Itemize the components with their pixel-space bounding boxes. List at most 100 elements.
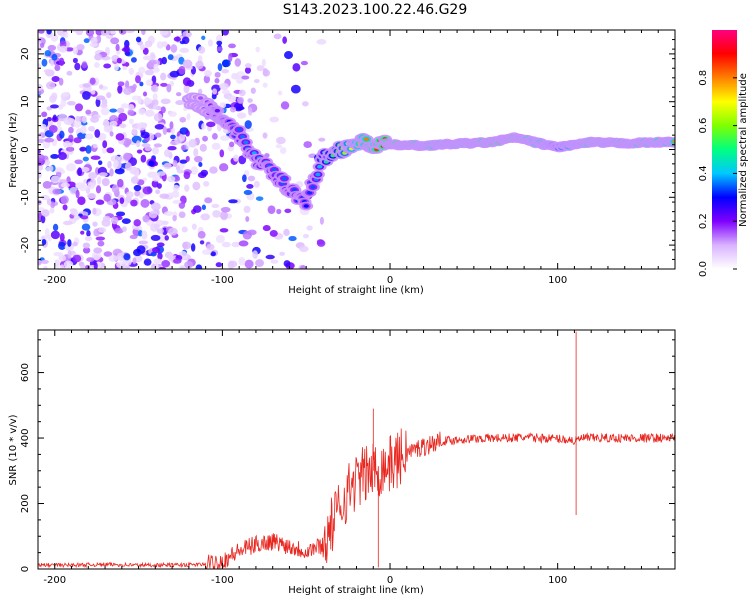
y-tick-label: 200 bbox=[20, 494, 31, 513]
spectrogram-cell bbox=[83, 38, 90, 44]
spectrogram-cell bbox=[150, 54, 156, 60]
spectrogram-cell bbox=[92, 207, 97, 215]
spectrogram-cell bbox=[209, 166, 218, 174]
spectrogram-cell bbox=[162, 220, 169, 225]
spectrogram-cell bbox=[168, 253, 173, 262]
spectrogram-cell bbox=[42, 181, 52, 189]
spectrogram-cell bbox=[159, 30, 169, 36]
spectrogram-cell bbox=[148, 160, 155, 167]
spectrogram-cell bbox=[153, 161, 159, 167]
spectrogram-cell bbox=[197, 231, 206, 239]
x-tick-label: 100 bbox=[548, 275, 567, 286]
snr-x-axis: -200 -100 0 100 bbox=[37, 330, 676, 586]
spectrogram-cell bbox=[201, 35, 206, 41]
spectrogram-cell bbox=[94, 53, 103, 61]
spectrogram-cell bbox=[214, 78, 220, 84]
spectrogram-cell bbox=[77, 196, 86, 206]
y-tick-label: 10 bbox=[20, 95, 31, 108]
spectrogram-cell bbox=[234, 58, 241, 67]
spectrogram-cell bbox=[265, 254, 275, 260]
spectrogram-cell bbox=[363, 137, 370, 142]
spectrogram-cell bbox=[228, 141, 235, 148]
spectrogram-cell bbox=[130, 57, 137, 63]
spectrogram-cell bbox=[123, 253, 131, 261]
spectrogram-cell bbox=[167, 175, 176, 183]
spectrogram-cell bbox=[153, 258, 162, 264]
spectrogram-cell bbox=[117, 178, 124, 188]
spectrogram-cell bbox=[50, 175, 61, 184]
spectrogram-cell bbox=[52, 188, 62, 195]
spectrogram-cell bbox=[253, 180, 260, 188]
spectrogram-cell bbox=[216, 46, 223, 52]
spectrogram-cell bbox=[279, 147, 287, 155]
spectrogram-cell bbox=[68, 134, 74, 143]
spectrogram-cell bbox=[181, 36, 190, 45]
spectrogram-cell bbox=[125, 80, 130, 90]
spectrogram-cell bbox=[81, 90, 91, 100]
spectrogram-cell bbox=[106, 92, 112, 99]
spectrogram-cell bbox=[86, 230, 91, 237]
spectrogram-cell bbox=[210, 251, 216, 257]
spectrogram-cell bbox=[219, 149, 225, 158]
spectrogram-cell bbox=[221, 68, 229, 74]
colorbar-ticks: 0.0 0.2 0.4 0.6 0.8 bbox=[698, 70, 737, 277]
spectrogram-cell bbox=[279, 251, 285, 256]
spectrogram-cell bbox=[211, 93, 217, 100]
spectrogram-cell bbox=[117, 85, 123, 94]
spectrogram-cell bbox=[44, 228, 50, 237]
spectrogram-cell bbox=[93, 254, 100, 261]
spectrogram-cell bbox=[192, 205, 202, 213]
spectrogram-cell bbox=[182, 59, 193, 69]
spectrogram-cell bbox=[182, 241, 192, 250]
spectrogram-cell bbox=[39, 124, 47, 129]
spectrogram-cell bbox=[73, 214, 80, 221]
spectrogram-cell bbox=[280, 101, 290, 110]
x-tick-label: -200 bbox=[43, 275, 66, 286]
spectrogram-cell bbox=[140, 198, 150, 208]
snr-series-line bbox=[38, 331, 675, 569]
spectrogram-cell bbox=[139, 81, 144, 87]
spectrogram-cell bbox=[73, 137, 82, 144]
spectrogram-cell bbox=[67, 100, 76, 106]
spectrogram-cell bbox=[96, 176, 102, 185]
spectrogram-cell bbox=[46, 198, 52, 206]
spectrogram-cell bbox=[231, 241, 240, 248]
spectrogram-cell bbox=[63, 117, 74, 126]
spectrogram-cell bbox=[253, 79, 260, 84]
spectrogram-cell bbox=[300, 60, 308, 66]
spectrogram-cell bbox=[269, 116, 280, 123]
spectrogram-cell bbox=[38, 170, 42, 179]
spectrogram-cell bbox=[44, 50, 52, 57]
spectrogram-cell bbox=[41, 194, 50, 201]
spectrogram-cell bbox=[103, 63, 112, 69]
spectrogram-cell bbox=[244, 120, 252, 129]
spectrogram-cell bbox=[52, 223, 59, 232]
spectrogram-cell bbox=[138, 108, 146, 116]
spectrogram-cell bbox=[248, 106, 253, 116]
spectrogram-cell bbox=[238, 155, 247, 165]
spectrogram-cell bbox=[98, 172, 108, 177]
spectrogram-cell bbox=[222, 89, 230, 95]
spectrogram-cell bbox=[195, 60, 204, 70]
snr-panel: -200 -100 0 100 0 200 400 600 Height of straig… bbox=[8, 329, 676, 596]
spectrogram-cell bbox=[672, 139, 675, 144]
spectrogram-cell bbox=[242, 230, 252, 240]
spectrogram-cell bbox=[185, 155, 190, 162]
spectrogram-cell bbox=[162, 126, 168, 135]
spectrogram-cell bbox=[45, 81, 56, 90]
spectrogram-cell bbox=[276, 208, 282, 215]
spectrogram-cell bbox=[227, 95, 237, 103]
spectrogram-cell bbox=[267, 205, 276, 215]
spectrogram-cell bbox=[152, 104, 158, 110]
spectrogram-cell bbox=[142, 55, 153, 61]
spectrogram-cell bbox=[183, 171, 191, 180]
spectrogram-cell bbox=[262, 225, 271, 232]
spectrogram-cell bbox=[62, 204, 68, 211]
spectrogram-cell bbox=[303, 141, 312, 148]
spectrogram-cell bbox=[95, 185, 102, 194]
spectrogram-cell bbox=[151, 247, 161, 254]
spectrogram-cell bbox=[192, 181, 201, 191]
spectrogram-cell bbox=[145, 79, 153, 86]
spectrogram-cell bbox=[128, 67, 134, 75]
